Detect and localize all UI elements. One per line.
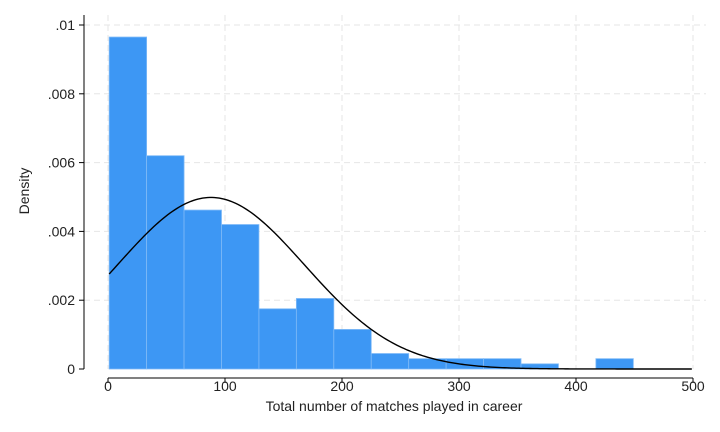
x-tick-label: 0 — [104, 378, 112, 394]
histogram-bar — [595, 358, 634, 370]
histogram-bar — [108, 36, 148, 370]
x-axis-title: Total number of matches played in career — [266, 398, 523, 414]
histogram-bars — [108, 36, 634, 370]
histogram-bar — [146, 155, 185, 370]
histogram-bar — [445, 358, 484, 370]
normal-density-curve — [108, 196, 692, 370]
histogram-bar — [295, 298, 335, 370]
y-tick-label: 0 — [67, 361, 75, 377]
histogram-bar — [221, 224, 260, 370]
y-axis-title: Density — [16, 168, 32, 215]
x-tick-label: 200 — [330, 378, 354, 394]
y-tick-label: .004 — [48, 223, 75, 239]
y-axis-ticks: 0 .002 .004 .006 .008 .01 — [48, 17, 84, 377]
x-tick-label: 400 — [564, 378, 588, 394]
y-tick-label: .008 — [48, 86, 75, 102]
y-tick-label: .01 — [56, 17, 76, 33]
x-tick-label: 300 — [447, 378, 471, 394]
y-tick-label: .006 — [48, 155, 75, 171]
histogram-bar — [183, 209, 222, 370]
x-axis-ticks: 0 100 200 300 400 500 — [104, 378, 705, 394]
x-tick-label: 100 — [213, 378, 237, 394]
histogram-bar — [333, 329, 372, 370]
y-tick-label: .002 — [48, 292, 75, 308]
histogram-bar — [370, 353, 410, 370]
histogram-bar — [258, 308, 297, 370]
x-tick-label: 500 — [681, 378, 705, 394]
